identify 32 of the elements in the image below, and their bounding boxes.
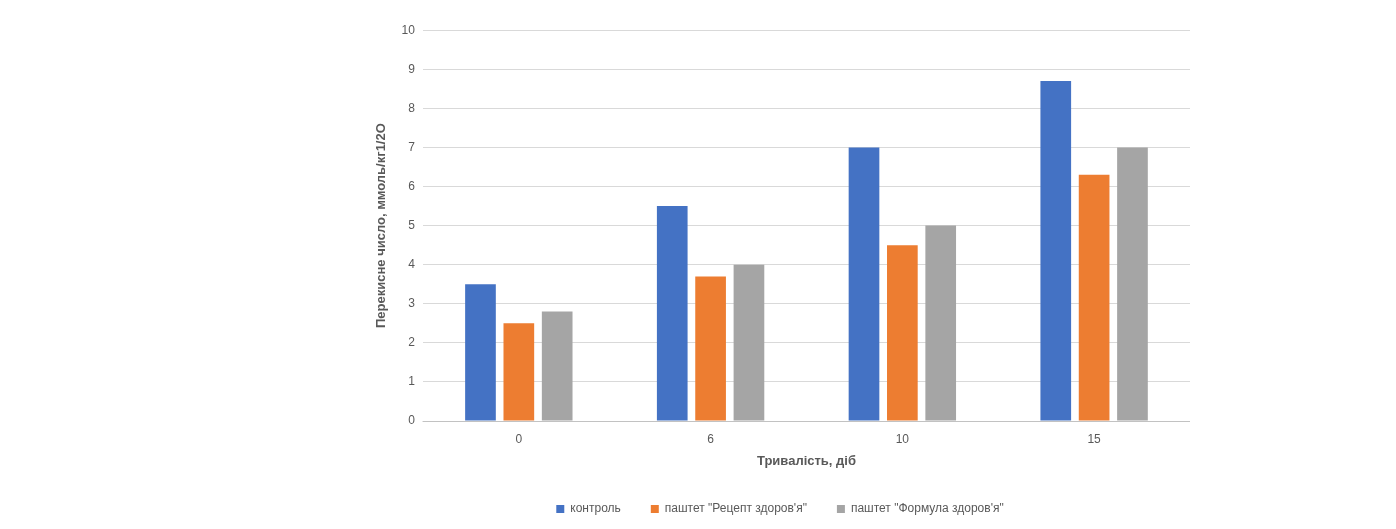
bar bbox=[887, 245, 918, 421]
y-tick-label: 6 bbox=[408, 178, 416, 193]
bar bbox=[503, 323, 535, 421]
y-tick-label: 7 bbox=[408, 139, 416, 154]
legend-label: контроль bbox=[570, 501, 621, 516]
y-tick-label: 8 bbox=[408, 100, 416, 115]
y-tick-label: 5 bbox=[408, 217, 416, 232]
x-tick-label: 6 bbox=[707, 431, 715, 446]
bar bbox=[541, 311, 573, 421]
bar bbox=[925, 225, 957, 421]
bar bbox=[465, 284, 496, 421]
bar bbox=[1078, 174, 1110, 421]
legend-label: паштет "Формула здоров'я" bbox=[850, 501, 1004, 516]
x-tick-label: 10 bbox=[895, 431, 910, 446]
y-axis-title: Перекисне число, ммоль/кг1/2О bbox=[373, 123, 389, 329]
x-tick-label: 0 bbox=[515, 431, 523, 446]
bar bbox=[656, 206, 688, 421]
y-tick-label: 1 bbox=[408, 374, 416, 389]
y-tick-label: 9 bbox=[408, 61, 416, 76]
bar bbox=[1040, 81, 1072, 421]
y-tick-label: 10 bbox=[401, 22, 416, 37]
legend-label: паштет "Рецепт здоров'я" bbox=[664, 501, 807, 516]
bar bbox=[695, 276, 726, 421]
bar bbox=[1117, 147, 1148, 421]
y-tick-label: 3 bbox=[408, 296, 416, 311]
bar bbox=[733, 264, 765, 421]
bar bbox=[848, 147, 880, 421]
y-tick-label: 2 bbox=[408, 335, 416, 350]
y-tick-label: 4 bbox=[408, 256, 416, 271]
x-axis-title: Тривалість, діб bbox=[756, 452, 856, 468]
x-tick-label: 15 bbox=[1087, 431, 1102, 446]
y-tick-label: 0 bbox=[408, 413, 416, 428]
